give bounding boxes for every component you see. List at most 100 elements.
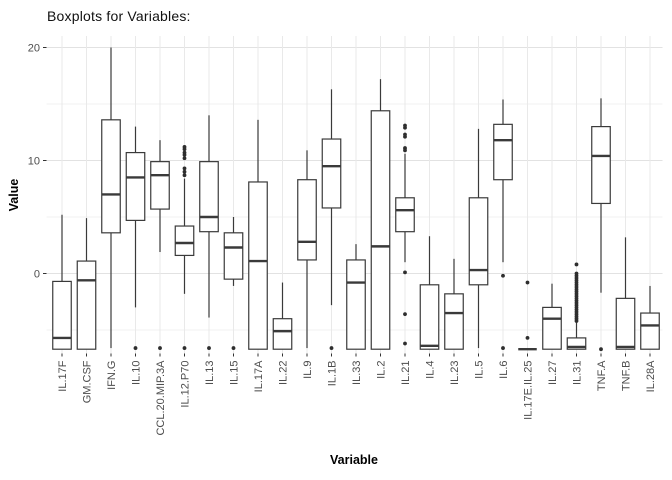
box <box>150 161 170 210</box>
boxplot-CCL.20.MIP.3A <box>150 140 170 350</box>
outlier-point <box>403 125 407 130</box>
x-tick-label: IL.6 <box>498 361 510 379</box>
y-axis-title: Value <box>7 178 21 212</box>
box <box>419 284 440 350</box>
x-tick-label: IL.21 <box>400 361 412 385</box>
x-tick-label: IL.5 <box>474 361 486 379</box>
box <box>640 312 660 350</box>
outlier-point <box>525 336 530 340</box>
outlier-point <box>403 134 407 139</box>
boxplot-IL.6 <box>493 99 513 350</box>
boxplot-IL.27 <box>542 283 562 350</box>
box <box>297 179 317 261</box>
x-tick-label: GM.CSF <box>82 360 94 403</box>
y-tick-label: 0 <box>34 269 40 281</box>
x-tick-label: IL.1B <box>327 361 339 387</box>
x-tick-label: IL.22 <box>278 361 290 385</box>
outlier-point <box>501 346 505 350</box>
boxplot-IL.31 <box>566 262 587 350</box>
outlier-point <box>574 319 579 323</box>
outlier-point <box>182 173 187 178</box>
outlier-point <box>403 312 407 317</box>
box <box>76 260 97 350</box>
outlier-point <box>403 270 407 275</box>
outlier-point <box>182 156 187 161</box>
x-tick-label: IL.33 <box>351 361 363 385</box>
outlier-point <box>158 346 162 350</box>
outlier-point <box>182 152 187 157</box>
x-tick-label: IL.10 <box>131 361 143 385</box>
boxplot-TNF.A <box>591 98 611 352</box>
x-tick-label: IFN.G <box>106 361 118 390</box>
outlier-point <box>574 262 579 267</box>
outlier-point <box>599 347 603 352</box>
x-tick-label: IL.27 <box>547 361 559 385</box>
boxplot-IL.17E.IL.25 <box>518 280 537 351</box>
box <box>566 337 587 350</box>
boxplot-IL.15 <box>223 217 244 350</box>
x-tick-label: IL.12.P70 <box>180 361 192 408</box>
x-tick-label: IL.17E.IL.25 <box>523 361 535 420</box>
boxplot-IL.17A <box>248 119 268 350</box>
boxplot-IL.12.P70 <box>174 145 195 350</box>
box <box>370 110 391 350</box>
boxplot-IL.33 <box>346 244 366 350</box>
y-tick-label: 20 <box>28 43 40 55</box>
boxplot-IL.21 <box>395 123 415 346</box>
boxplot-IL.9 <box>297 150 317 349</box>
x-tick-label: IL.4 <box>425 361 437 379</box>
box <box>223 232 244 280</box>
outlier-point <box>403 341 407 346</box>
outlier-point <box>329 346 334 350</box>
boxplot-IL.23 <box>444 258 464 350</box>
x-tick-label: TNF.B <box>621 361 633 392</box>
boxplot-IL.17F <box>52 214 72 350</box>
box <box>591 125 611 205</box>
box <box>52 280 72 350</box>
boxplot-GM.CSF <box>76 218 97 350</box>
boxplot-IL.10 <box>125 126 146 350</box>
box <box>272 318 293 350</box>
x-axis-title: Variable <box>330 453 378 467</box>
y-tick-label: 10 <box>28 156 40 168</box>
boxplot-IL.28A <box>640 285 660 350</box>
x-tick-label: IL.31 <box>572 361 584 385</box>
outlier-point <box>182 346 187 350</box>
outlier-point <box>501 273 505 278</box>
box <box>125 151 146 221</box>
chart-title: Boxplots for Variables: <box>47 8 191 24</box>
boxplot-IL.2 <box>370 79 391 350</box>
outlier-point <box>207 346 211 350</box>
box <box>493 123 513 181</box>
box <box>101 119 121 234</box>
box <box>174 225 195 257</box>
x-tick-label: CCL.20.MIP.3A <box>155 360 167 436</box>
box <box>615 297 636 350</box>
outlier-point <box>403 148 407 153</box>
outlier-point <box>182 147 187 152</box>
box <box>468 197 489 286</box>
box <box>395 197 415 233</box>
x-tick-label: IL.17F <box>57 360 69 391</box>
x-tick-label: IL.28A <box>645 360 657 392</box>
outlier-point <box>525 280 530 285</box>
outlier-point <box>182 169 187 174</box>
outlier-point <box>133 346 138 350</box>
outlier-point <box>231 346 236 350</box>
x-tick-label: IL.17A <box>253 360 265 392</box>
outlier-point <box>182 166 187 171</box>
x-tick-label: IL.13 <box>204 361 216 385</box>
boxplot-IFN.G <box>101 47 121 349</box>
box <box>346 259 366 350</box>
x-tick-label: IL.23 <box>449 361 461 385</box>
x-tick-label: IL.9 <box>302 361 314 379</box>
box <box>542 306 562 350</box>
boxplot-IL.13 <box>199 115 219 350</box>
box <box>199 161 219 233</box>
box <box>321 138 342 209</box>
boxplot-TNF.B <box>615 237 636 350</box>
boxplot-IL.1B <box>321 89 342 350</box>
boxplot-IL.4 <box>419 236 440 350</box>
